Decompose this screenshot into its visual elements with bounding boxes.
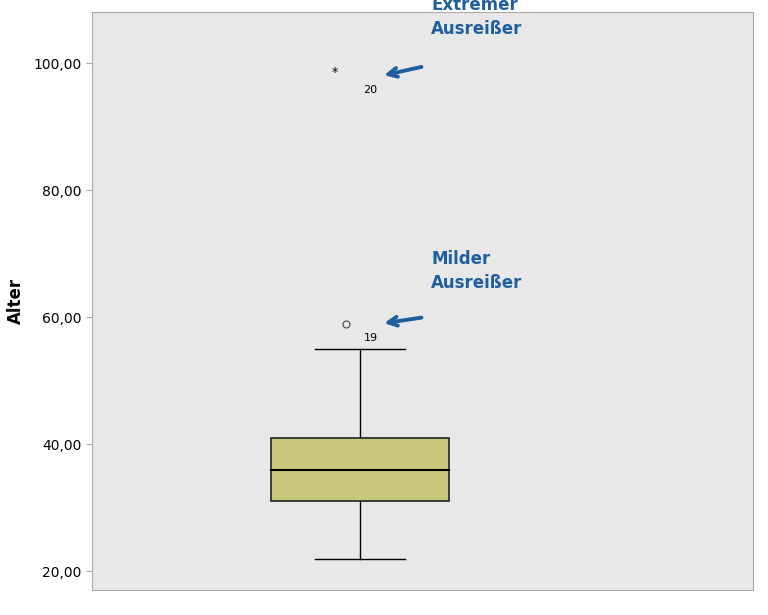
Bar bbox=[270, 438, 449, 501]
Text: *: * bbox=[332, 66, 338, 79]
Text: Extremer
Ausreißer: Extremer Ausreißer bbox=[432, 0, 523, 38]
Text: Milder
Ausreißer: Milder Ausreißer bbox=[432, 250, 523, 292]
Text: 19: 19 bbox=[363, 333, 378, 343]
Y-axis label: Alter: Alter bbox=[7, 278, 25, 325]
Text: 20: 20 bbox=[363, 85, 378, 95]
